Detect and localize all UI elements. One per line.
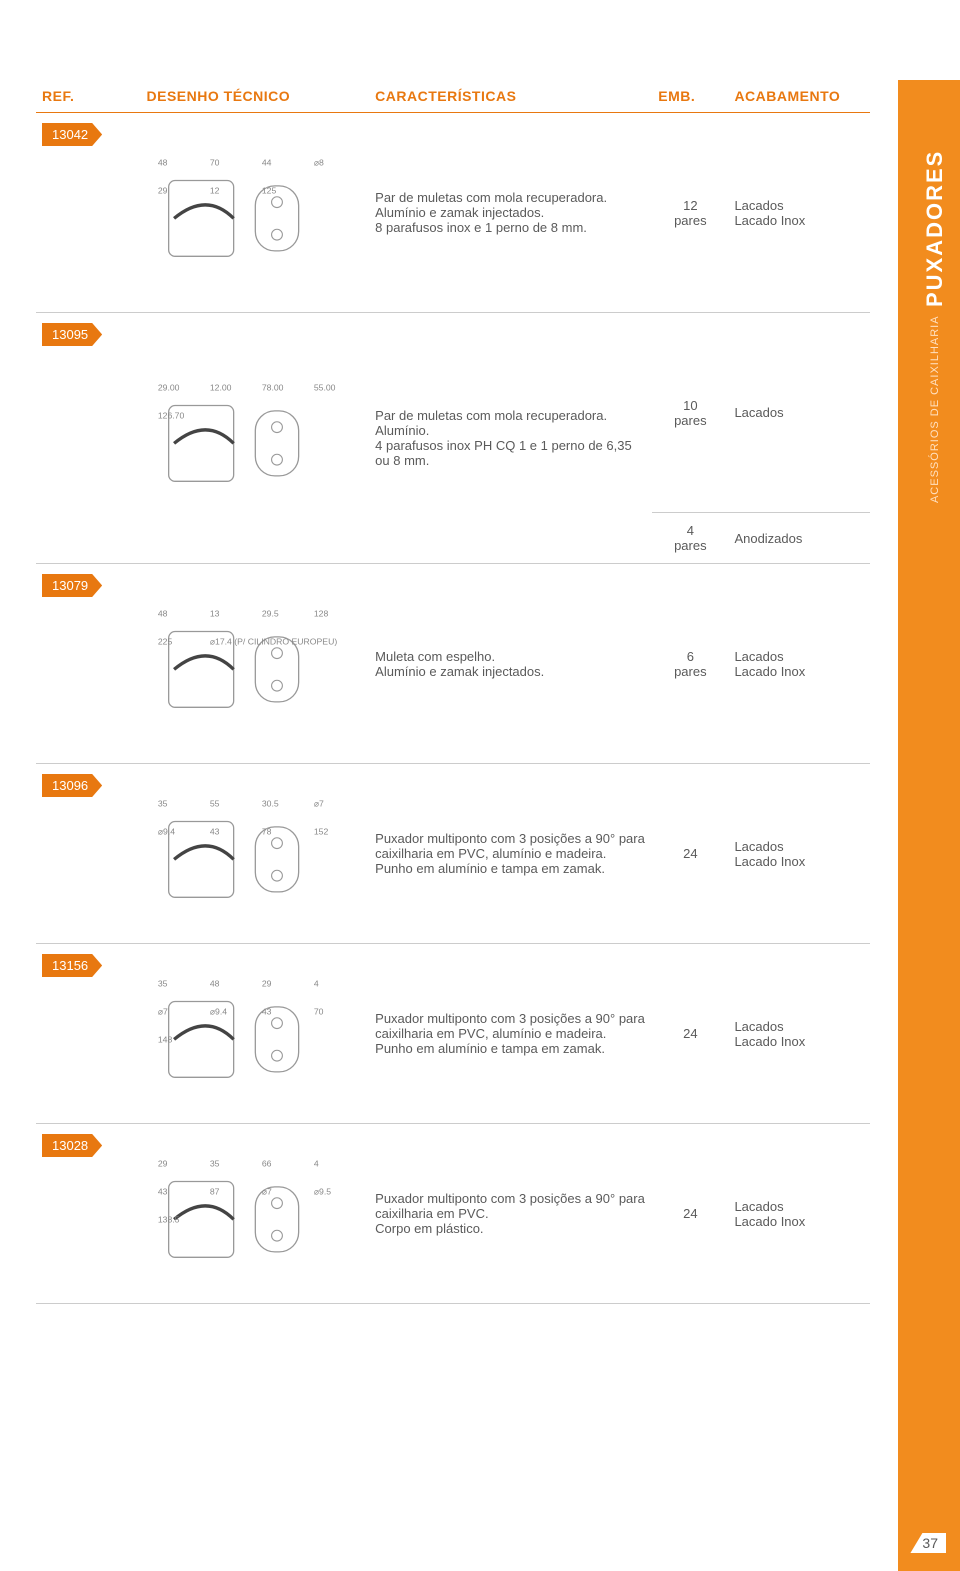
svg-text:⌀9.4: ⌀9.4 <box>209 1006 226 1016</box>
svg-text:138.5: 138.5 <box>157 1214 179 1224</box>
emb-cell: 24 <box>652 944 728 1124</box>
svg-text:48: 48 <box>157 157 167 167</box>
svg-text:⌀8: ⌀8 <box>313 157 323 167</box>
svg-text:78: 78 <box>261 826 271 836</box>
svg-text:⌀7: ⌀7 <box>313 798 323 808</box>
header-characteristics: CARACTERÍSTICAS <box>369 80 652 113</box>
svg-text:35: 35 <box>157 978 167 988</box>
svg-text:70: 70 <box>313 1006 323 1016</box>
characteristics-cell: Puxador multiponto com 3 posições a 90° … <box>369 1124 652 1304</box>
table-row: 13042 48 70 44 ⌀8 29 12 125 Par de muletas com… <box>36 113 870 313</box>
svg-text:29.5: 29.5 <box>261 608 278 618</box>
emb-cell: 12 pares <box>652 113 728 313</box>
svg-text:48: 48 <box>157 608 167 618</box>
header-emb: EMB. <box>652 80 728 113</box>
header-drawing: DESENHO TÉCNICO <box>141 80 370 113</box>
svg-text:55: 55 <box>209 798 219 808</box>
svg-text:⌀9.5: ⌀9.5 <box>313 1186 330 1196</box>
drawing-cell: 29 35 66 4 43 87 ⌀7 ⌀9.5 138.5 <box>147 1144 364 1284</box>
characteristics-cell: Puxador multiponto com 3 posições a 90° … <box>369 764 652 944</box>
table-row: 13079 48 13 29.5 128 225 ⌀17.4 (P/ CILINDRO E… <box>36 564 870 764</box>
emb-cell: 24 <box>652 1124 728 1304</box>
ref-tag: 13095 <box>42 323 102 346</box>
svg-text:29.00: 29.00 <box>157 382 179 392</box>
side-tab-title: PUXADORES <box>922 150 947 307</box>
characteristics-cell: Muleta com espelho. Alumínio e zamak inj… <box>369 564 652 764</box>
table-row: 13095 29.0012.0078.0055.00126.70 Par de … <box>36 313 870 513</box>
page-number: 37 <box>910 1533 946 1553</box>
svg-text:78.00: 78.00 <box>261 382 283 392</box>
ref-tag: 13079 <box>42 574 102 597</box>
svg-text:125: 125 <box>261 185 276 195</box>
finish-cell: Lacados Lacado Inox <box>728 944 870 1124</box>
characteristics-cell: Par de muletas com mola recuperadora. Al… <box>369 113 652 313</box>
finish-cell: Lacados Lacado Inox <box>728 764 870 944</box>
svg-text:152: 152 <box>313 826 328 836</box>
header-finish: ACABAMENTO <box>728 80 870 113</box>
emb-cell: 10 pares <box>652 313 728 513</box>
ref-tag: 13028 <box>42 1134 102 1157</box>
svg-text:48: 48 <box>209 978 219 988</box>
product-table: REF. DESENHO TÉCNICO CARACTERÍSTICAS EMB… <box>36 80 870 1304</box>
svg-text:29: 29 <box>157 185 167 195</box>
svg-text:4: 4 <box>313 1158 318 1168</box>
drawing-cell: 35 55 30.5 ⌀7 ⌀9.4 43 78 152 <box>147 784 364 924</box>
svg-text:43: 43 <box>261 1006 271 1016</box>
svg-text:12.00: 12.00 <box>209 382 231 392</box>
svg-text:43: 43 <box>157 1186 167 1196</box>
svg-text:66: 66 <box>261 1158 271 1168</box>
emb-cell: 4 pares <box>652 513 728 564</box>
ref-tag: 13096 <box>42 774 102 797</box>
table-row: 13156 35 48 29 4 ⌀7 ⌀9.4 43 70 148 Puxador multi… <box>36 944 870 1124</box>
svg-text:43: 43 <box>209 826 219 836</box>
finish-cell: Lacados Lacado Inox <box>728 1124 870 1304</box>
svg-text:225: 225 <box>157 636 172 646</box>
technical-drawing-icon: 48 70 44 ⌀8 29 12 125 <box>147 148 364 278</box>
emb-cell: 24 <box>652 764 728 944</box>
side-tab-caption: ACESSÓRIOS DE CAIXILHARIA <box>929 315 941 503</box>
svg-text:4: 4 <box>313 978 318 988</box>
svg-text:70: 70 <box>209 157 219 167</box>
svg-text:12: 12 <box>209 185 219 195</box>
catalog-content: REF. DESENHO TÉCNICO CARACTERÍSTICAS EMB… <box>36 80 870 1304</box>
ref-tag: 13042 <box>42 123 102 146</box>
svg-text:⌀7: ⌀7 <box>261 1186 271 1196</box>
technical-drawing-icon: 29.00 12.00 78.00 55.00 126.70 <box>147 373 364 503</box>
svg-text:44: 44 <box>261 157 271 167</box>
finish-cell: Lacados Lacado Inox <box>728 113 870 313</box>
drawing-cell: 48 70 44 ⌀8 29 12 125 <box>147 143 364 283</box>
characteristics-cell: Par de muletas com mola recuperadora. Al… <box>369 313 652 564</box>
svg-text:35: 35 <box>157 798 167 808</box>
table-row: 13028 29 35 66 4 43 87 ⌀7 ⌀9.5 138.5 Puxador mul… <box>36 1124 870 1304</box>
technical-drawing-icon: 29 35 66 4 43 87 ⌀7 ⌀9.5 138.5 <box>147 1149 364 1279</box>
svg-text:13: 13 <box>209 608 219 618</box>
svg-text:⌀7: ⌀7 <box>157 1006 167 1016</box>
technical-drawing-icon: 35 48 29 4 ⌀7 ⌀9.4 43 70 148 <box>147 969 364 1099</box>
svg-text:87: 87 <box>209 1186 219 1196</box>
finish-cell: Lacados <box>728 313 870 513</box>
ref-tag: 13156 <box>42 954 102 977</box>
finish-cell: Anodizados <box>728 513 870 564</box>
header-ref: REF. <box>36 80 141 113</box>
technical-drawing-icon: 48 13 29.5 128 225 ⌀17.4 (P/ CILINDRO EUROPEU… <box>147 599 364 729</box>
svg-text:35: 35 <box>209 1158 219 1168</box>
drawing-cell: 29.00 12.00 78.00 55.00 126.70 <box>147 368 364 508</box>
side-tab: ACESSÓRIOS DE CAIXILHARIA PUXADORES 37 <box>898 80 960 1571</box>
characteristics-cell: Puxador multiponto com 3 posições a 90° … <box>369 944 652 1124</box>
svg-text:30.5: 30.5 <box>261 798 278 808</box>
svg-text:128: 128 <box>313 608 328 618</box>
svg-text:126.70: 126.70 <box>157 410 184 420</box>
finish-cell: Lacados Lacado Inox <box>728 564 870 764</box>
svg-text:148: 148 <box>157 1034 172 1044</box>
svg-text:⌀17.4 (P/ CILINDRO EUROPEU): ⌀17.4 (P/ CILINDRO EUROPEU) <box>209 636 337 646</box>
emb-cell: 6 pares <box>652 564 728 764</box>
svg-text:⌀9.4: ⌀9.4 <box>157 826 174 836</box>
table-row: 13096 35 55 30.5 ⌀7 ⌀9.4 43 78 152 Puxador mult… <box>36 764 870 944</box>
svg-text:55.00: 55.00 <box>313 382 335 392</box>
drawing-cell: 48 13 29.5 128 225 ⌀17.4 (P/ CILINDRO EUROPEU… <box>147 594 364 734</box>
technical-drawing-icon: 35 55 30.5 ⌀7 ⌀9.4 43 78 152 <box>147 789 364 919</box>
svg-text:29: 29 <box>157 1158 167 1168</box>
svg-text:29: 29 <box>261 978 271 988</box>
drawing-cell: 35 48 29 4 ⌀7 ⌀9.4 43 70 148 <box>147 964 364 1104</box>
